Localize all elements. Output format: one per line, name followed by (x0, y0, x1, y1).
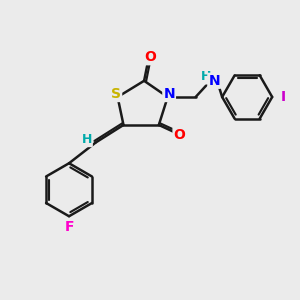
Text: O: O (173, 128, 185, 142)
Text: H: H (201, 70, 212, 83)
Text: S: S (111, 87, 121, 101)
Text: F: F (64, 220, 74, 234)
Text: O: O (144, 50, 156, 64)
Text: N: N (208, 74, 220, 88)
Text: N: N (163, 87, 175, 101)
Text: H: H (82, 133, 92, 146)
Text: I: I (281, 90, 286, 104)
